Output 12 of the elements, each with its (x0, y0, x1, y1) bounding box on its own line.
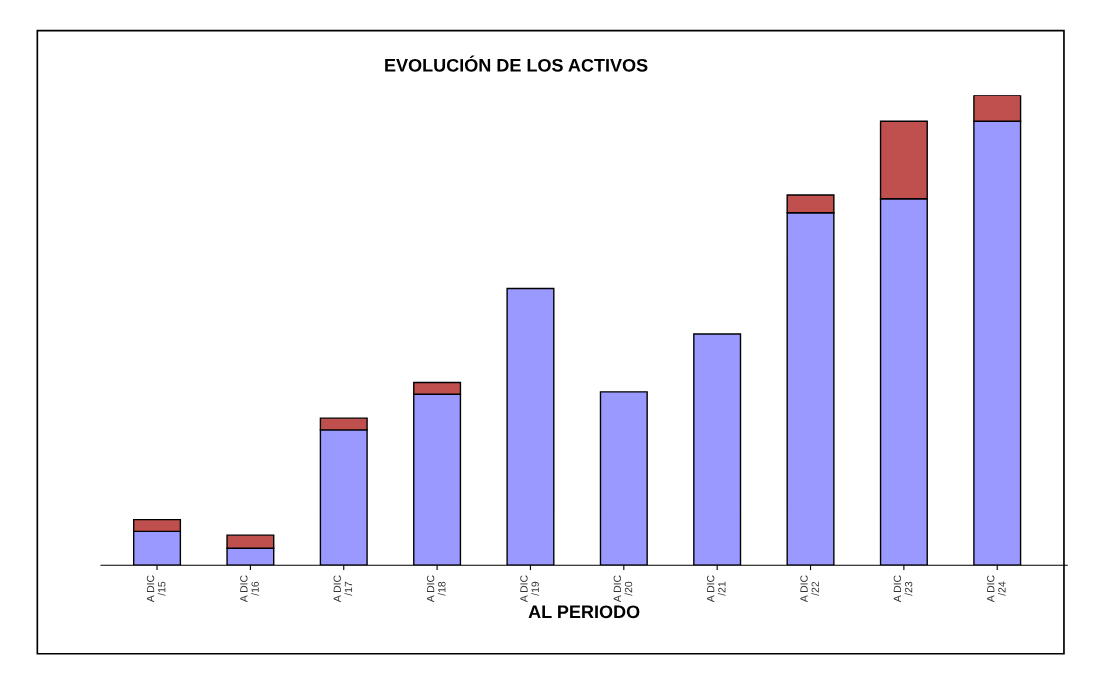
x-tick-label: A DIC /17 (333, 575, 353, 603)
x-tick-label: A DIC /22 (800, 575, 819, 603)
x-tick-label: A DIC /16 (240, 575, 259, 603)
x-tick-label: A DIC /19 (520, 575, 539, 603)
x-tick-label: A DIC /20 (613, 575, 633, 603)
chart-title: EVOLUCIÓN DE LOS ACTIVOS (385, 55, 648, 72)
x-axis-title: AL PERIODO (528, 605, 640, 619)
x-tick-label: A DIC /24 (987, 575, 1006, 603)
x-tick-label: A DIC /18 (426, 575, 446, 603)
x-tick-label: A DIC /15 (146, 575, 166, 603)
x-tick-label: A DIC /21 (706, 575, 726, 603)
x-tick-label: A DIC /23 (893, 575, 913, 603)
